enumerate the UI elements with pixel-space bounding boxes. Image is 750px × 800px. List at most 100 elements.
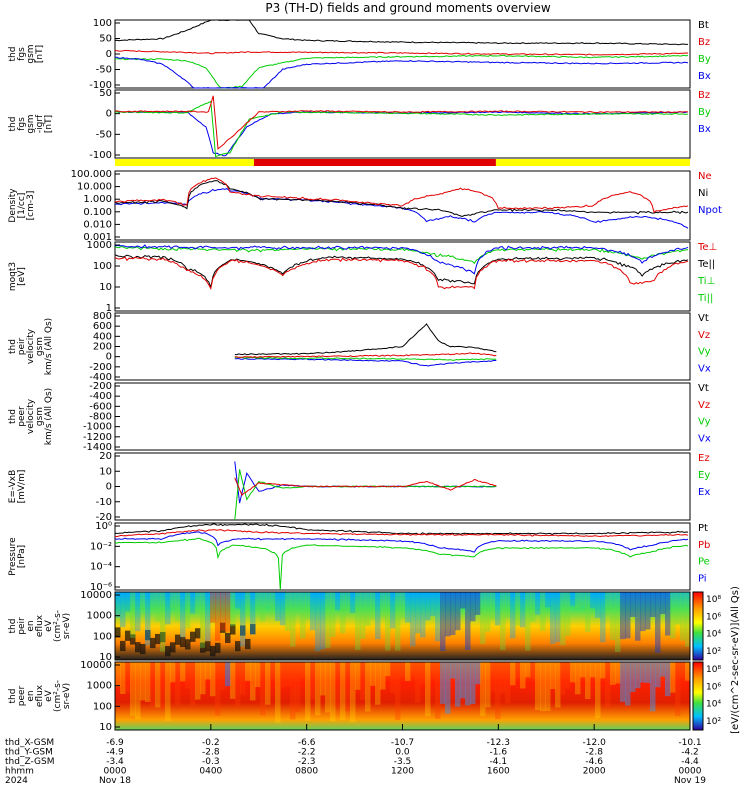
spectrogram-cell (280, 592, 286, 626)
spectrogram-cell (440, 592, 446, 652)
spectrogram-cell (350, 592, 356, 613)
y-tick-label: -1200 (83, 432, 112, 443)
spectrogram-cell (210, 645, 216, 657)
footer-value: -10.7 (391, 738, 414, 748)
spectrogram-cell (335, 592, 341, 611)
footer-value: 0800 (295, 767, 318, 777)
spectrogram-cell (525, 592, 531, 651)
y-tick-label: 600 (93, 321, 112, 332)
y-axis-label: eflux (35, 684, 45, 707)
spectrogram-cell (235, 641, 241, 652)
panel-frame (114, 241, 691, 312)
y-axis-label: km/s (All Qs) (44, 318, 54, 375)
colorbar: 10⁸ 10⁶ 10⁴ 10² (692, 661, 721, 731)
spectrogram-cell (585, 592, 591, 633)
spectrogram-cell (210, 662, 216, 697)
spectrogram-cell (470, 662, 476, 705)
legend-item: Te⊥ (697, 242, 717, 253)
y-tick-label: 10⁻⁴ (90, 562, 112, 573)
spectrogram-cell (295, 592, 301, 613)
footer-value: 0000 (679, 767, 702, 777)
spectrogram-cell (580, 662, 586, 678)
footer-value: -12.0 (583, 738, 607, 748)
legend-item: Ni (698, 188, 708, 199)
spectrogram-cell (300, 662, 306, 678)
series-Bt-line (114, 19, 688, 46)
legend-item: Ey (698, 470, 710, 481)
y-axis-label: gsm (35, 407, 45, 426)
spectrogram-cell (170, 642, 176, 653)
spectrogram-cell (325, 662, 331, 713)
y-axis-label: (cm²-s- (53, 610, 63, 642)
spectrogram-cell (575, 592, 581, 609)
y-tick-label: -50 (96, 129, 112, 140)
spectrogram-cell (650, 592, 656, 618)
colorbar-tick-label: 10⁴ (706, 700, 721, 710)
spectrogram-cell (335, 662, 341, 707)
spectrogram-cell (680, 662, 686, 678)
legend-item: Ex (698, 487, 710, 498)
spectrogram-cell (190, 592, 196, 614)
footer-value: -4.6 (585, 757, 603, 767)
spectrogram-cell (235, 592, 241, 609)
panel-s2: 10000 1000 100 10 thd peer en eflux eV (cm²-s-sr-… (8, 660, 691, 733)
series-Ne-line (114, 177, 689, 214)
spectrogram-cell (675, 662, 681, 717)
y-tick-label: 10⁰ (95, 521, 112, 532)
series-Vy-line (234, 356, 497, 361)
footer-value: -10.1 (678, 738, 701, 748)
legend-item: Vz (698, 330, 710, 341)
y-axis-label: [cm-3] (26, 191, 36, 221)
footer-value: -3.5 (394, 757, 412, 767)
footer-row-label: thd_Y-GSM (5, 748, 53, 758)
y-tick-label: 1 (106, 303, 112, 314)
y-tick-label: -100 (89, 150, 112, 161)
colorbar-scale (692, 661, 704, 731)
y-tick-label: 10 (99, 282, 112, 293)
legend-item: Bz (698, 37, 710, 48)
spectrogram-cell (145, 662, 151, 702)
spectrogram-cell (450, 592, 456, 636)
y-tick-label: 1000 (87, 240, 112, 251)
spectrogram-cell (380, 662, 386, 690)
spectrogram-cell (130, 592, 136, 638)
footer-value: 0000 (104, 767, 127, 777)
spectrogram-cell (165, 662, 171, 721)
y-axis-label: Pressure (8, 537, 18, 576)
spectrogram-cell (390, 662, 396, 694)
footer-row-label: 2024 (5, 776, 28, 786)
spectrogram-cell (410, 662, 416, 677)
spectrogram-cell (340, 592, 346, 634)
spectrogram-cell (640, 592, 646, 632)
spectrogram-cell (680, 592, 686, 641)
spectrogram-cell (145, 629, 151, 641)
y-axis-label: fgs (17, 47, 27, 61)
spectrogram-cell (570, 662, 576, 683)
spectrogram-cell (590, 592, 596, 609)
panel-frame (114, 382, 691, 451)
colorbar-scale (692, 591, 704, 661)
spectrogram-cell (255, 592, 261, 614)
spectrogram-cell (220, 662, 226, 690)
y-tick-label: 10.000 (77, 182, 112, 193)
y-axis-label: thd (8, 339, 18, 354)
spectrogram-cell (490, 662, 496, 692)
footer-value: -4.4 (681, 757, 699, 767)
spectrogram-cell (485, 592, 491, 632)
y-axis-label: sr-eV) (62, 613, 72, 639)
y-axis-label: gsm (35, 337, 45, 356)
spectrogram-cell (395, 662, 401, 721)
legend-item: Npot (698, 205, 722, 216)
spectrogram-cell (115, 662, 121, 687)
spectrogram-cell (630, 592, 636, 617)
footer-value: -1.6 (490, 748, 508, 758)
legend-item: Ti|| (697, 293, 713, 304)
spectrogram-cell (310, 592, 316, 631)
footer-value: -4.9 (106, 748, 124, 758)
spectrogram-cell (545, 592, 551, 608)
legend-item: Te|| (697, 259, 715, 270)
y-tick-label: 50 (99, 88, 112, 99)
spectrogram-cell (170, 592, 176, 608)
spectrogram-cell (255, 662, 261, 688)
